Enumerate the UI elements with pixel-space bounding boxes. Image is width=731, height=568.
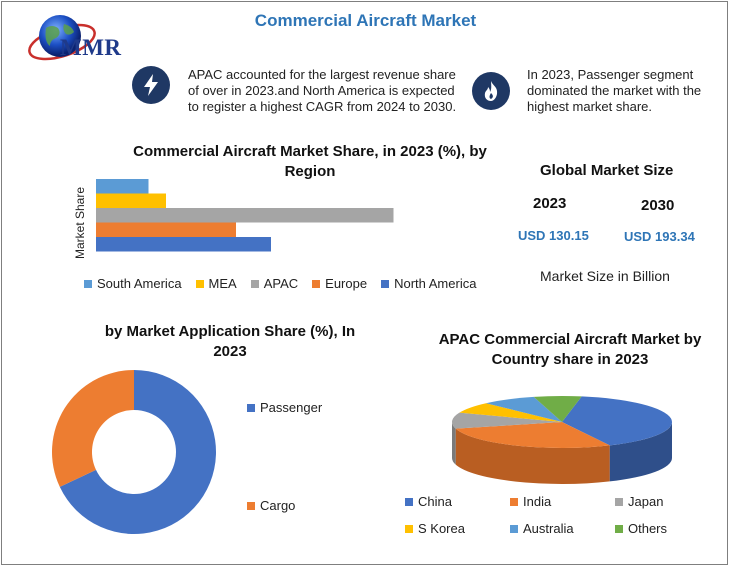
- legend-swatch: [312, 279, 321, 288]
- global-market-title: Global Market Size: [540, 162, 674, 179]
- region-chart-title: Commercial Aircraft Market Share, in 202…: [110, 142, 510, 182]
- legend-swatch: [615, 497, 623, 506]
- pie3d-slice-india: [455, 422, 610, 448]
- legend-item-others: Others: [615, 521, 667, 536]
- legend-swatch: [510, 524, 518, 533]
- highlight-1-line-2: of over in 2023.and North America is exp…: [188, 83, 455, 98]
- global-market-value-2023: USD 130.15: [518, 228, 589, 243]
- legend-label: Others: [628, 521, 668, 536]
- application-chart-title-line-2: 2023: [213, 343, 247, 360]
- global-market-note: Market Size in Billion: [540, 268, 670, 284]
- global-market-value-2030: USD 193.34: [624, 229, 695, 244]
- pie3d-slice-china: [562, 396, 672, 446]
- legend-item-china: China: [405, 494, 452, 509]
- legend-label: S Korea: [418, 521, 465, 536]
- legend-item-india: India: [510, 494, 551, 509]
- legend-label: Europe: [325, 276, 368, 291]
- country-chart-title-line-1: APAC Commercial Aircraft Market by: [438, 331, 702, 348]
- legend-item-south-america: South America: [84, 276, 182, 291]
- highlight-2-line-2: dominated the market with the: [527, 83, 702, 98]
- lightning-icon: [144, 74, 158, 96]
- highlight-icon-1: [132, 66, 170, 104]
- bar-mea: [96, 193, 166, 208]
- legend-item-passenger: Passenger: [247, 400, 322, 415]
- bar-europe: [96, 222, 236, 237]
- highlight-2-line-1: In 2023, Passenger segment: [527, 67, 694, 82]
- legend-label: India: [523, 494, 552, 509]
- legend-swatch: [381, 279, 390, 288]
- highlight-1-line-3: to register a highest CAGR from 2024 to …: [188, 99, 457, 114]
- country-chart-title: APAC Commercial Aircraft Market by Count…: [425, 330, 715, 370]
- legend-label: China: [418, 494, 452, 509]
- pie3d-slice-s-korea: [459, 403, 562, 422]
- bar-apac: [96, 208, 394, 223]
- country-3d-pie-chart: [452, 396, 672, 484]
- legend-swatch: [250, 279, 259, 288]
- legend-label: South America: [97, 276, 182, 291]
- application-donut-chart: [52, 370, 217, 534]
- global-market-year-2030: 2030: [641, 197, 675, 214]
- country-chart-legend: China India Japan S Korea Australia Others: [405, 490, 705, 540]
- region-chart-title-line-1: Commercial Aircraft Market Share, in 202…: [133, 143, 487, 160]
- legend-label: Australia: [523, 521, 574, 536]
- application-chart-legend: Passenger Cargo: [247, 398, 347, 518]
- legend-swatch: [405, 497, 413, 506]
- bar-north-america: [96, 237, 271, 252]
- pie3d-slice-australia: [486, 396, 562, 422]
- logo-text: MMR: [60, 35, 122, 60]
- legend-item-australia: Australia: [510, 521, 574, 536]
- highlight-text-2: In 2023, Passenger segment dominated the…: [527, 67, 717, 115]
- legend-swatch: [405, 524, 413, 533]
- bar-south-america: [96, 179, 149, 194]
- legend-swatch: [195, 279, 204, 288]
- page-title: Commercial Aircraft Market: [254, 11, 477, 30]
- application-chart-title: by Market Application Share (%), In 2023: [70, 322, 390, 362]
- application-chart-title-line-1: by Market Application Share (%), In: [104, 323, 356, 340]
- pie3d-side-china: [609, 422, 672, 482]
- legend-label: Japan: [628, 494, 664, 509]
- mmr-logo: [28, 15, 96, 61]
- legend-swatch: [615, 524, 623, 533]
- region-chart-title-line-2: Region: [284, 163, 336, 180]
- legend-label: North America: [394, 276, 477, 291]
- donut-slice-passenger: [59, 370, 217, 534]
- legend-item-apac: APAC: [250, 276, 299, 291]
- region-chart-legend: South America MEA APAC Europe North America: [84, 276, 490, 291]
- global-market-year-2023: 2023: [533, 195, 567, 212]
- legend-swatch: [247, 403, 255, 412]
- legend-swatch: [510, 497, 518, 506]
- legend-label: Passenger: [260, 400, 323, 415]
- legend-label: MEA: [208, 276, 237, 291]
- legend-swatch: [84, 279, 92, 288]
- legend-label: APAC: [263, 276, 299, 291]
- legend-item-japan: Japan: [615, 494, 663, 509]
- legend-item-s-korea: S Korea: [405, 521, 465, 536]
- legend-item-north-america: North America: [381, 276, 476, 291]
- country-chart-title-line-2: Country share in 2023: [491, 351, 649, 368]
- donut-slice-cargo: [52, 370, 135, 487]
- region-bar-chart: [96, 179, 394, 252]
- legend-swatch: [247, 501, 255, 510]
- legend-item-cargo: Cargo: [247, 498, 295, 513]
- highlight-icon-2: [472, 72, 510, 110]
- highlight-2-line-3: highest market share.: [527, 99, 653, 114]
- pie3d-side-india: [455, 428, 610, 484]
- highlight-text-1: APAC accounted for the largest revenue s…: [188, 67, 468, 115]
- pie3d-side-japan: [452, 422, 456, 465]
- highlight-1-line-1: APAC accounted for the largest revenue s…: [188, 67, 456, 82]
- legend-label: Cargo: [260, 498, 296, 513]
- legend-item-europe: Europe: [312, 276, 367, 291]
- legend-item-mea: MEA: [195, 276, 237, 291]
- pie3d-slice-others: [533, 396, 582, 422]
- pie3d-slice-japan: [452, 412, 562, 429]
- flame-icon: [484, 81, 498, 101]
